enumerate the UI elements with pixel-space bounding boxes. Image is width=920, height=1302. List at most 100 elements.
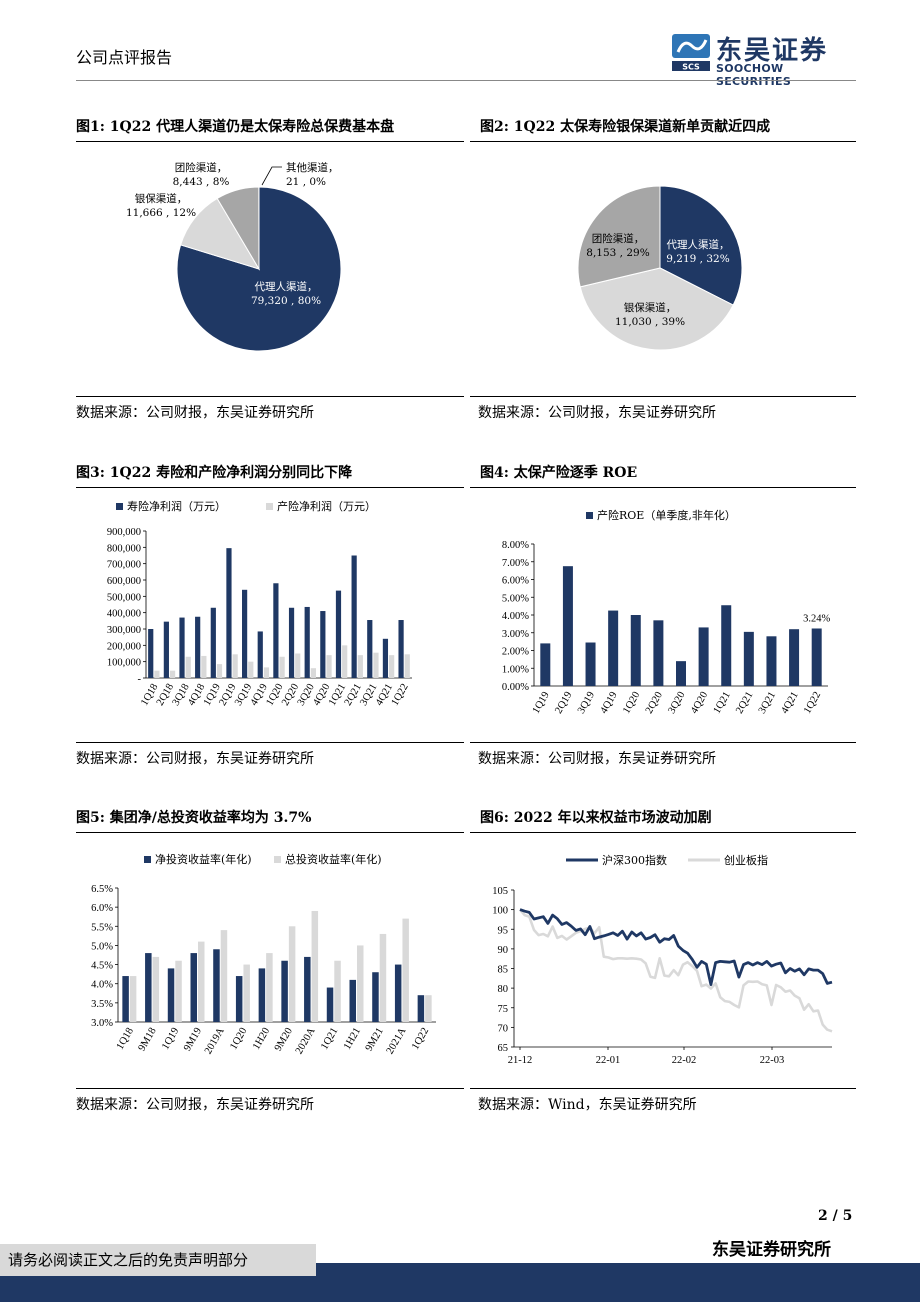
bar-secondary xyxy=(373,652,379,678)
bar-secondary xyxy=(402,918,409,1022)
bar-primary xyxy=(213,949,220,1022)
x-tick-label: 4Q20 xyxy=(689,690,710,716)
fig6-bottom-rule xyxy=(470,1088,856,1089)
bar-primary xyxy=(163,621,169,678)
x-tick-label: 2021A xyxy=(385,1026,409,1057)
bar-primary xyxy=(743,631,754,686)
bar-primary xyxy=(258,968,266,1022)
fig5-top-rule xyxy=(76,832,464,833)
bar-primary xyxy=(417,995,425,1022)
legend-label: 寿险净利润（万元） xyxy=(127,499,226,513)
bar-primary xyxy=(195,616,201,678)
bar-secondary xyxy=(243,964,250,1022)
x-tick-label: 4Q21 xyxy=(779,690,800,716)
fig2-bottom-rule xyxy=(470,396,856,397)
fig4-bar-chart: 0.00% 1.00% 2.00% 3.00% 4.00% 5.00% 6.00% 7.00%… xyxy=(502,508,831,716)
y-tick-label: 65 xyxy=(498,1043,509,1054)
pie-value-0: 79,320 , 80% xyxy=(251,295,321,307)
x-tick-label: 21-12 xyxy=(508,1055,533,1066)
x-tick-label: 22-03 xyxy=(760,1055,785,1066)
y-tick-label: 800,000 xyxy=(107,543,141,554)
bar-primary xyxy=(653,620,664,686)
bar-secondary xyxy=(129,976,137,1022)
y-tick-label: 5.0% xyxy=(91,941,113,952)
bar-secondary xyxy=(357,655,363,678)
bar-primary xyxy=(167,968,175,1022)
bar-primary xyxy=(608,610,619,686)
legend-label: 净投资收益率(年化) xyxy=(155,852,252,866)
bar-primary xyxy=(304,956,311,1022)
x-tick-label: 1Q22 xyxy=(410,1026,431,1052)
data-label-last: 3.24% xyxy=(803,613,830,624)
bar-primary xyxy=(398,620,404,678)
fig3-source: 数据来源：公司财报，东吴证券研究所 xyxy=(76,751,314,767)
pie-label-0: 代理人渠道， xyxy=(667,238,730,251)
bar-primary xyxy=(145,953,152,1022)
fig3-top-rule xyxy=(76,487,464,488)
pie-slice-2 xyxy=(577,185,661,288)
bar-secondary xyxy=(379,933,387,1022)
x-tick-label: 1Q20 xyxy=(228,1026,249,1052)
bar-primary xyxy=(242,589,248,678)
bar-primary xyxy=(585,642,596,686)
legend-swatch xyxy=(586,512,593,519)
y-tick-label: 600,000 xyxy=(107,576,141,587)
bar-primary xyxy=(190,953,197,1022)
x-tick-label: 9M20 xyxy=(273,1026,295,1053)
x-tick-label: 1Q18 xyxy=(115,1026,136,1052)
bar-secondary xyxy=(279,656,285,678)
bar-secondary xyxy=(220,930,228,1022)
bar-primary xyxy=(766,636,777,686)
legend-label: 产险净利润（万元） xyxy=(277,499,376,513)
fig4-title: 图4: 太保产险逐季 ROE xyxy=(480,465,638,481)
legend-swatch xyxy=(274,856,281,863)
pie-label-1: 银保渠道， xyxy=(135,192,188,205)
bar-secondary xyxy=(334,960,341,1022)
bar-secondary xyxy=(295,653,301,678)
bar-secondary xyxy=(425,995,432,1022)
bar-secondary xyxy=(198,941,205,1022)
brand-name-en: SOOCHOW SECURITIES xyxy=(716,62,792,88)
bar-primary xyxy=(372,972,379,1022)
x-tick-label: 1Q22 xyxy=(390,682,411,708)
x-tick-label: 9M18 xyxy=(137,1026,159,1053)
x-tick-label: 1Q19 xyxy=(531,690,552,716)
y-tick-label: 6.0% xyxy=(91,903,113,914)
pie-value-2: 8,153 , 29% xyxy=(586,247,649,259)
bar-secondary xyxy=(326,655,332,678)
brand-logo: SCS 东吴证券 SOOCHOW SECURITIES xyxy=(670,30,860,88)
pie-label-2: 团险渠道， xyxy=(592,232,645,245)
fig1-title: 图1: 1Q22 代理人渠道仍是太保寿险总保费基本盘 xyxy=(76,119,395,135)
y-tick-label: 4.00% xyxy=(502,611,529,622)
pie-label-1: 银保渠道， xyxy=(624,301,677,314)
report-type: 公司点评报告 xyxy=(76,48,173,67)
y-tick-label: 5.00% xyxy=(502,593,529,604)
pie-slice-0 xyxy=(659,185,743,306)
bar-secondary xyxy=(311,910,319,1022)
legend-label: 创业板指 xyxy=(724,853,768,867)
x-tick-label: 9M21 xyxy=(364,1026,386,1053)
bar-secondary xyxy=(357,945,364,1022)
legend-label: 产险ROE（单季度,非年化） xyxy=(597,508,736,522)
legend-swatch xyxy=(144,856,151,863)
bar-primary xyxy=(351,555,357,678)
bar-primary xyxy=(257,631,263,678)
x-tick-label: 2020A xyxy=(294,1026,318,1057)
fig2-pie-chart: 代理人渠道， 9,219 , 32% 银保渠道， 11,030 , 39% 团险渠道， 8… xyxy=(577,185,743,351)
fig6-top-rule xyxy=(470,832,856,833)
bar-secondary xyxy=(288,926,296,1022)
y-tick-label: 200,000 xyxy=(107,641,141,652)
x-tick-label: 4Q19 xyxy=(599,690,620,716)
x-tick-label: 2019A xyxy=(203,1026,227,1057)
pie-leader-3 xyxy=(261,166,282,186)
bar-secondary xyxy=(216,664,223,678)
x-tick-label: 9M19 xyxy=(182,1026,204,1053)
fig5-bottom-rule xyxy=(76,1088,464,1089)
pie-slice-1 xyxy=(579,267,734,351)
y-tick-label: 85 xyxy=(498,965,509,976)
pie-label-2: 团险渠道， xyxy=(175,161,228,174)
y-tick-label: 4.0% xyxy=(91,980,113,991)
bar-secondary xyxy=(263,667,270,678)
x-tick-label: 1Q20 xyxy=(621,690,642,716)
pie-value-1: 11,030 , 39% xyxy=(615,316,685,328)
